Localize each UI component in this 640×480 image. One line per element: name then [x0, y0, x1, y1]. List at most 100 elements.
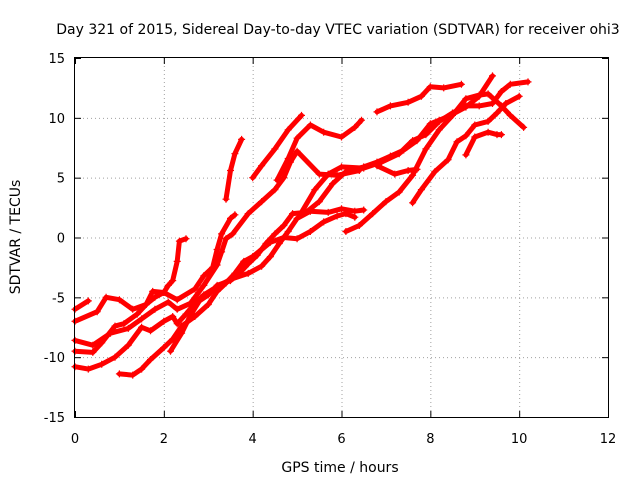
data-point	[378, 158, 385, 166]
data-point	[435, 117, 443, 125]
x-tick-label: 4	[249, 432, 257, 447]
series-track-9	[249, 111, 305, 182]
data-point	[218, 248, 226, 256]
data-point	[457, 80, 465, 88]
data-point	[213, 281, 221, 289]
data-point	[284, 126, 292, 134]
x-tick-label: 0	[71, 432, 79, 447]
data-point	[204, 301, 212, 308]
data-point	[93, 308, 101, 316]
data-point	[187, 311, 194, 319]
y-tick-label: -10	[44, 351, 65, 366]
data-point	[129, 371, 137, 379]
data-point	[449, 111, 456, 119]
data-point	[222, 235, 230, 243]
y-tick-label: -15	[44, 411, 65, 426]
data-point	[373, 108, 381, 116]
data-point	[293, 214, 301, 222]
y-tick-label: 0	[57, 232, 65, 247]
data-point	[164, 298, 172, 306]
data-point	[124, 324, 132, 332]
y-tick-label: 5	[57, 172, 65, 187]
data-point	[293, 235, 301, 243]
data-point	[515, 92, 523, 100]
data-point	[167, 347, 174, 355]
data-point	[298, 111, 305, 119]
data-point	[484, 90, 492, 98]
data-series	[71, 72, 532, 379]
data-point	[395, 188, 403, 196]
data-point	[147, 356, 154, 364]
data-point	[227, 277, 234, 285]
series-trace	[223, 136, 245, 202]
data-point	[502, 100, 510, 107]
data-point	[320, 128, 328, 136]
series-trace	[463, 129, 504, 158]
data-point	[435, 126, 443, 134]
data-point	[129, 305, 137, 313]
data-point	[200, 281, 208, 289]
data-point	[209, 263, 217, 271]
data-point	[258, 162, 266, 170]
data-point	[404, 98, 412, 106]
data-point	[351, 213, 359, 221]
x-axis-label: GPS time / hours	[281, 460, 398, 476]
data-point	[138, 315, 146, 323]
data-point	[333, 212, 341, 220]
data-point	[244, 269, 252, 277]
data-point	[231, 150, 239, 158]
series-track-12	[373, 80, 465, 116]
series-track-6	[115, 210, 359, 379]
data-point	[293, 147, 301, 155]
data-point	[84, 365, 92, 373]
data-point	[431, 168, 439, 176]
x-tick-label: 8	[426, 432, 434, 447]
data-point	[84, 297, 92, 305]
data-point	[204, 291, 212, 299]
data-point	[315, 170, 323, 178]
series-track-4	[71, 211, 239, 356]
data-point	[417, 92, 425, 100]
data-point	[440, 84, 448, 92]
data-point	[484, 128, 492, 136]
data-point	[191, 285, 199, 293]
data-point	[391, 170, 399, 178]
data-point	[306, 121, 314, 129]
data-point	[273, 176, 281, 184]
series-track-14	[342, 90, 528, 235]
data-point	[115, 370, 123, 378]
plot-frame	[74, 57, 609, 418]
data-point	[173, 305, 181, 313]
data-point	[342, 228, 350, 235]
data-point	[351, 207, 359, 215]
data-point	[426, 83, 434, 91]
data-point	[462, 102, 470, 110]
data-point	[271, 186, 279, 194]
data-point	[89, 348, 97, 356]
series-track-7	[167, 72, 496, 355]
y-tick-label: -5	[52, 291, 65, 306]
data-point	[138, 365, 146, 373]
data-point	[271, 230, 279, 238]
data-point	[373, 162, 381, 170]
data-point	[147, 327, 154, 335]
data-point	[222, 195, 230, 203]
data-point	[235, 269, 243, 277]
data-point	[444, 156, 452, 164]
data-point	[284, 228, 292, 235]
data-point	[311, 186, 319, 194]
data-point	[98, 360, 106, 368]
series-trace	[274, 117, 364, 183]
data-point	[124, 341, 132, 349]
data-point	[324, 208, 332, 216]
data-point	[489, 72, 496, 80]
data-point	[293, 134, 301, 142]
data-point	[280, 234, 288, 241]
data-point	[244, 210, 252, 218]
data-point	[175, 237, 183, 245]
data-point	[173, 257, 181, 265]
data-point	[240, 257, 248, 265]
data-point	[298, 208, 305, 216]
data-point	[409, 199, 417, 207]
